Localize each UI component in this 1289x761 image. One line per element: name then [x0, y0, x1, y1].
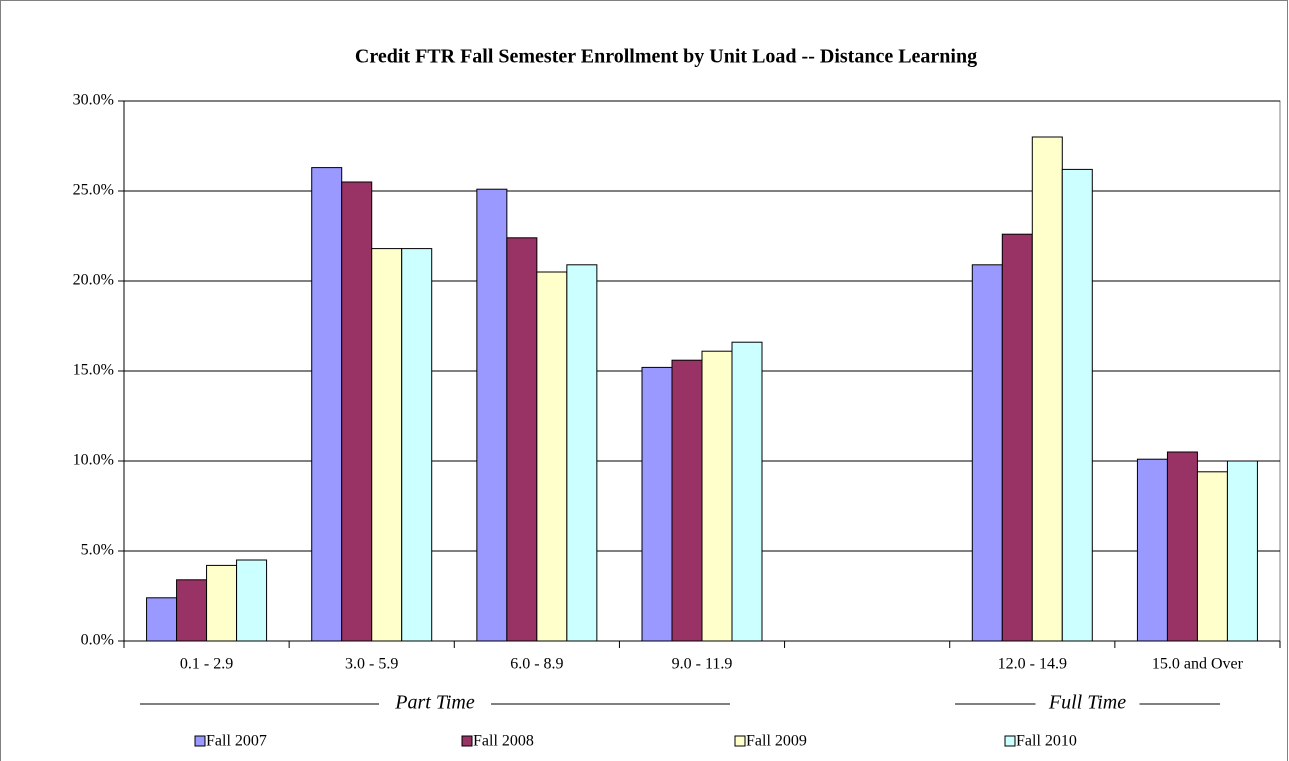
x-tick-label: 15.0 and Over [1152, 656, 1244, 673]
bar [641, 366, 673, 642]
legend-label: Fall 2007 [206, 733, 267, 750]
legend-label: Fall 2010 [1016, 733, 1077, 750]
y-tick-label: 0.0% [81, 632, 114, 649]
y-tick-label: 15.0% [73, 362, 114, 379]
bar [1031, 136, 1063, 642]
bar [206, 564, 238, 642]
group-label: Part Time [394, 692, 475, 714]
legend-swatch [461, 735, 473, 747]
chart-title: Credit FTR Fall Semester Enrollment by U… [355, 46, 977, 68]
bar [731, 341, 763, 642]
x-tick-label: 0.1 - 2.9 [180, 656, 233, 673]
bar [146, 597, 178, 642]
y-tick-label: 25.0% [73, 182, 114, 199]
legend-label: Fall 2009 [746, 733, 807, 750]
bar [566, 264, 598, 642]
y-tick-label: 5.0% [81, 542, 114, 559]
bar [1136, 458, 1168, 642]
bar [311, 167, 343, 642]
bar [1166, 451, 1198, 642]
bar [476, 188, 508, 642]
x-tick-label: 3.0 - 5.9 [345, 656, 398, 673]
y-tick-label: 10.0% [73, 452, 114, 469]
bar [1226, 460, 1258, 642]
x-tick-label: 9.0 - 11.9 [672, 656, 733, 673]
group-label: Full Time [1048, 692, 1126, 714]
bar [971, 264, 1003, 642]
bar [341, 181, 373, 642]
legend-swatch [1004, 735, 1016, 747]
bar [236, 559, 268, 642]
bar [1196, 471, 1228, 642]
x-tick-label: 6.0 - 8.9 [510, 656, 563, 673]
x-tick-label: 12.0 - 14.9 [998, 656, 1067, 673]
legend-swatch [734, 735, 746, 747]
legend-label: Fall 2008 [473, 733, 534, 750]
bar [506, 237, 538, 642]
y-tick-label: 20.0% [73, 272, 114, 289]
bar [401, 248, 433, 642]
bar [1061, 168, 1093, 642]
bar [176, 579, 208, 642]
y-tick-label: 30.0% [73, 92, 114, 109]
bar [371, 248, 403, 642]
bar [1001, 233, 1033, 642]
bar [701, 350, 733, 642]
bar [536, 271, 568, 642]
legend-swatch [194, 735, 206, 747]
bar [671, 359, 703, 642]
